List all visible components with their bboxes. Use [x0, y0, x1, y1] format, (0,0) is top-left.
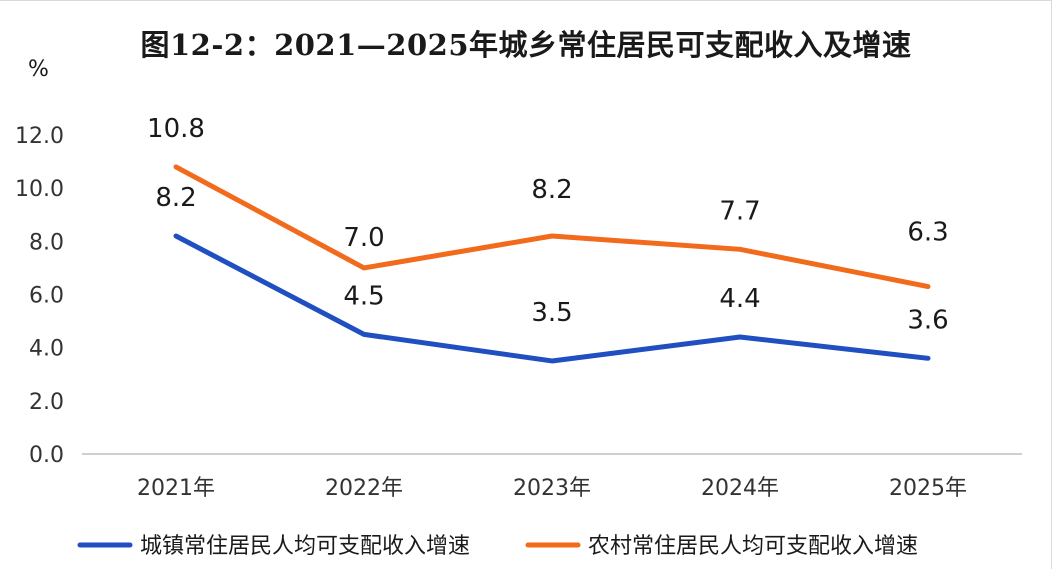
data-label: 8.2	[155, 183, 196, 213]
y-tick-label: 8.0	[29, 230, 64, 255]
data-label: 6.3	[907, 218, 948, 248]
y-axis-unit: %	[28, 57, 49, 82]
data-label: 7.7	[719, 196, 760, 226]
legend-label: 城镇常住居民人均可支配收入增速	[140, 534, 470, 559]
data-label: 3.6	[907, 305, 948, 335]
series-line-rural	[173, 164, 931, 290]
y-tick-label: 10.0	[15, 177, 64, 202]
data-label: 4.4	[719, 284, 760, 314]
x-tick-label: 2022年	[325, 476, 403, 501]
data-label: 10.8	[147, 114, 205, 144]
y-tick-label: 12.0	[15, 124, 64, 149]
x-tick-label: 2024年	[701, 476, 779, 501]
y-tick-label: 4.0	[29, 337, 64, 362]
data-label: 8.2	[531, 175, 572, 205]
legend: 城镇常住居民人均可支配收入增速 农村常住居民人均可支配收入增速	[77, 534, 918, 559]
y-tick-label: 2.0	[29, 390, 64, 415]
x-axis-ticks: 2021年 2022年 2023年 2024年 2025年	[137, 476, 967, 501]
data-labels: 8.2 4.5 3.5 4.4 3.6 10.8 7.0 8.2 7.7 6.3	[147, 114, 949, 335]
series-lines	[173, 164, 931, 364]
data-label: 3.5	[531, 298, 572, 328]
series-line-urban	[173, 233, 931, 364]
x-tick-label: 2021年	[137, 476, 215, 501]
data-label: 7.0	[343, 223, 384, 253]
y-tick-label: 0.0	[29, 443, 64, 468]
y-tick-label: 6.0	[29, 284, 64, 309]
legend-label: 农村常住居民人均可支配收入增速	[588, 534, 918, 559]
data-label: 4.5	[343, 281, 384, 311]
x-tick-label: 2025年	[889, 476, 967, 501]
x-tick-label: 2023年	[513, 476, 591, 501]
y-axis-ticks: 0.0 2.0 4.0 6.0 8.0 10.0 12.0	[15, 124, 64, 468]
chart-title: 图12-2：2021—2025年城乡常住居民可支配收入及增速	[140, 28, 912, 62]
